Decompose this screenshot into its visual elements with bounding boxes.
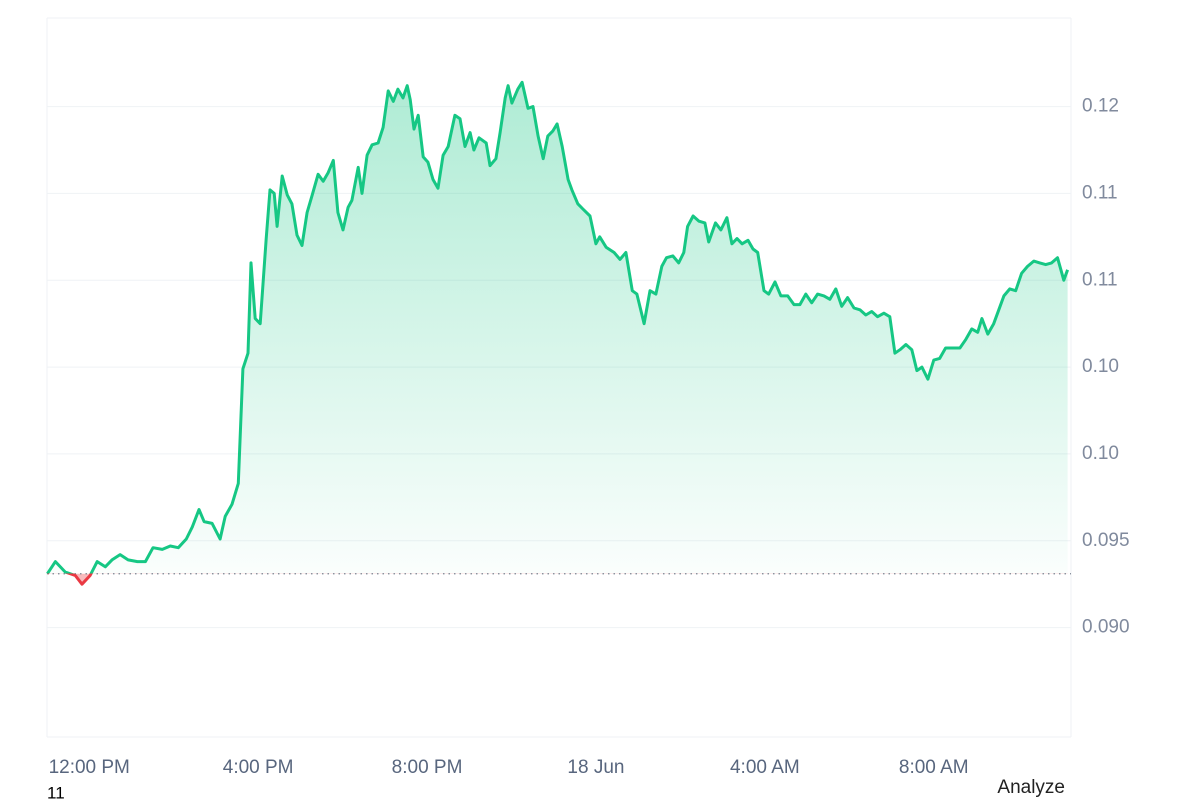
y-tick-label: 0.11 bbox=[1082, 182, 1118, 203]
x-tick-label: 4:00 PM bbox=[223, 757, 294, 778]
footer-left: 11 bbox=[47, 783, 65, 800]
y-tick-label: 0.11 bbox=[1082, 269, 1118, 290]
x-tick-label: 12:00 PM bbox=[49, 757, 130, 778]
y-tick-label: 0.10 bbox=[1082, 443, 1119, 464]
y-tick-label: 0.10 bbox=[1082, 356, 1119, 377]
x-tick-label: 8:00 AM bbox=[899, 757, 969, 778]
y-tick-label: 0.095 bbox=[1082, 530, 1130, 551]
price-line bbox=[46, 80, 1070, 586]
y-tick-label: 0.090 bbox=[1082, 617, 1130, 638]
x-tick-label: 4:00 AM bbox=[730, 757, 800, 778]
x-tick-label: 8:00 PM bbox=[392, 757, 463, 778]
analyze-button[interactable]: Analyze bbox=[997, 777, 1065, 798]
y-tick-label: 0.12 bbox=[1082, 96, 1119, 117]
x-tick-label: 18 Jun bbox=[567, 757, 624, 778]
price-area bbox=[47, 82, 1068, 585]
